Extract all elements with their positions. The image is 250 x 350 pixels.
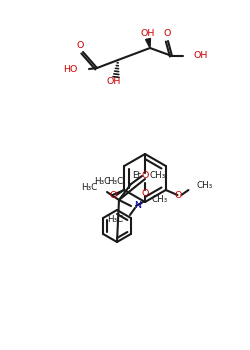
Text: O: O <box>76 42 84 50</box>
Text: O: O <box>141 172 149 181</box>
Text: H₃C: H₃C <box>107 176 123 186</box>
Text: O: O <box>163 29 171 38</box>
Text: CH₃: CH₃ <box>196 182 213 190</box>
Text: H₃C: H₃C <box>81 183 97 192</box>
Text: OH: OH <box>193 51 208 61</box>
Text: O: O <box>141 189 149 197</box>
Text: N: N <box>134 202 141 210</box>
Text: O: O <box>175 190 182 199</box>
Text: CH₃: CH₃ <box>151 196 167 204</box>
Text: CH₃: CH₃ <box>150 172 166 181</box>
Text: H₃C: H₃C <box>94 177 110 187</box>
Text: OH: OH <box>107 77 121 86</box>
Text: OH: OH <box>141 28 155 37</box>
Text: H₃C: H₃C <box>107 216 123 224</box>
Polygon shape <box>146 38 150 48</box>
Text: O: O <box>110 190 117 199</box>
Text: HO: HO <box>62 65 77 75</box>
Text: Et: Et <box>132 172 141 181</box>
